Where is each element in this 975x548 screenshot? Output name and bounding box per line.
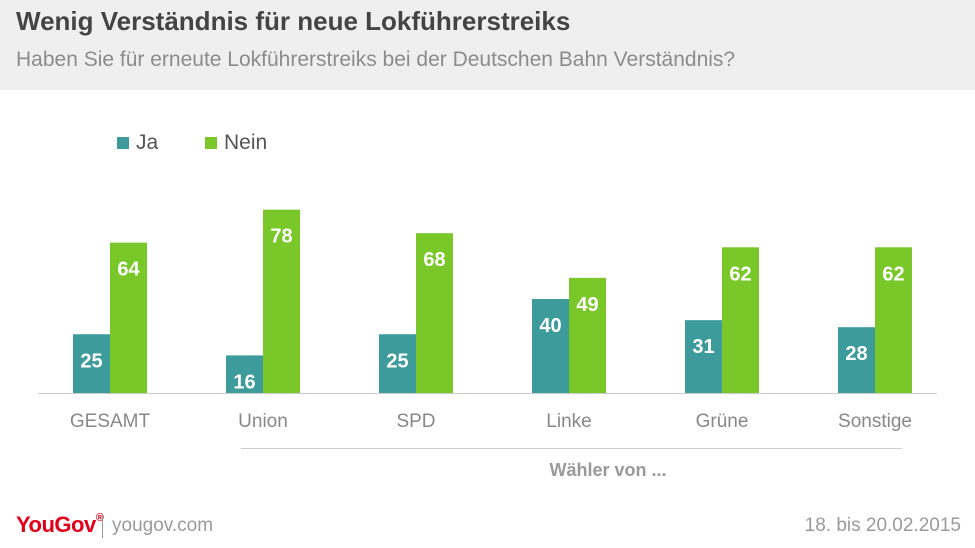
brand-name: YouGov	[16, 512, 96, 537]
footer-url: yougov.com	[112, 515, 214, 536]
chart-subtitle: Haben Sie für erneute Lokführerstreiks b…	[16, 48, 736, 71]
data-label-ja: 40	[539, 315, 561, 337]
legend-label-nein: Nein	[224, 131, 268, 154]
bar-nein	[263, 209, 300, 393]
data-label-ja: 16	[233, 371, 255, 393]
survey-date: 18. bis 20.02.2015	[804, 515, 961, 536]
bar-ja	[685, 320, 722, 393]
legend-swatch-ja	[117, 137, 129, 149]
category-label: GESAMT	[70, 411, 151, 432]
brand-mark: ®	[95, 512, 104, 524]
bar-nein	[722, 247, 759, 393]
category-label: Grüne	[696, 411, 749, 432]
data-label-ja: 25	[386, 350, 408, 372]
data-label-nein: 78	[270, 226, 292, 248]
bar-ja	[838, 327, 875, 393]
data-label-nein: 64	[117, 259, 140, 281]
bar-ja	[73, 334, 110, 393]
footer-divider	[102, 514, 103, 538]
legend-item-nein: Nein	[205, 131, 267, 155]
chart-title: Wenig Verständnis für neue Lokführerstre…	[16, 6, 571, 36]
bar-ja	[226, 355, 263, 393]
category-label: Union	[238, 411, 288, 432]
voter-group-label: Wähler von ...	[549, 460, 666, 480]
data-label-nein: 62	[882, 263, 904, 285]
bar-ja	[532, 299, 569, 393]
data-label-ja: 31	[692, 336, 714, 358]
data-label-ja: 28	[845, 343, 867, 365]
legend-item-ja: Ja	[117, 131, 158, 155]
bar-nein	[875, 247, 912, 393]
data-label-nein: 62	[729, 263, 751, 285]
legend-label-ja: Ja	[136, 131, 159, 154]
bar-nein	[416, 233, 453, 393]
data-label-ja: 25	[80, 350, 102, 372]
yougov-logo: YouGov®	[16, 512, 104, 538]
bar-nein	[110, 242, 147, 393]
bar-ja	[379, 334, 416, 393]
header-band: Wenig Verständnis für neue Lokführerstre…	[0, 0, 975, 90]
bar-nein	[569, 277, 606, 393]
legend-swatch-nein	[205, 137, 217, 149]
data-label-nein: 68	[423, 249, 445, 271]
category-label: SPD	[396, 411, 435, 432]
category-label: Linke	[546, 411, 591, 432]
category-label: Sonstige	[838, 411, 912, 432]
data-label-nein: 49	[576, 294, 598, 316]
